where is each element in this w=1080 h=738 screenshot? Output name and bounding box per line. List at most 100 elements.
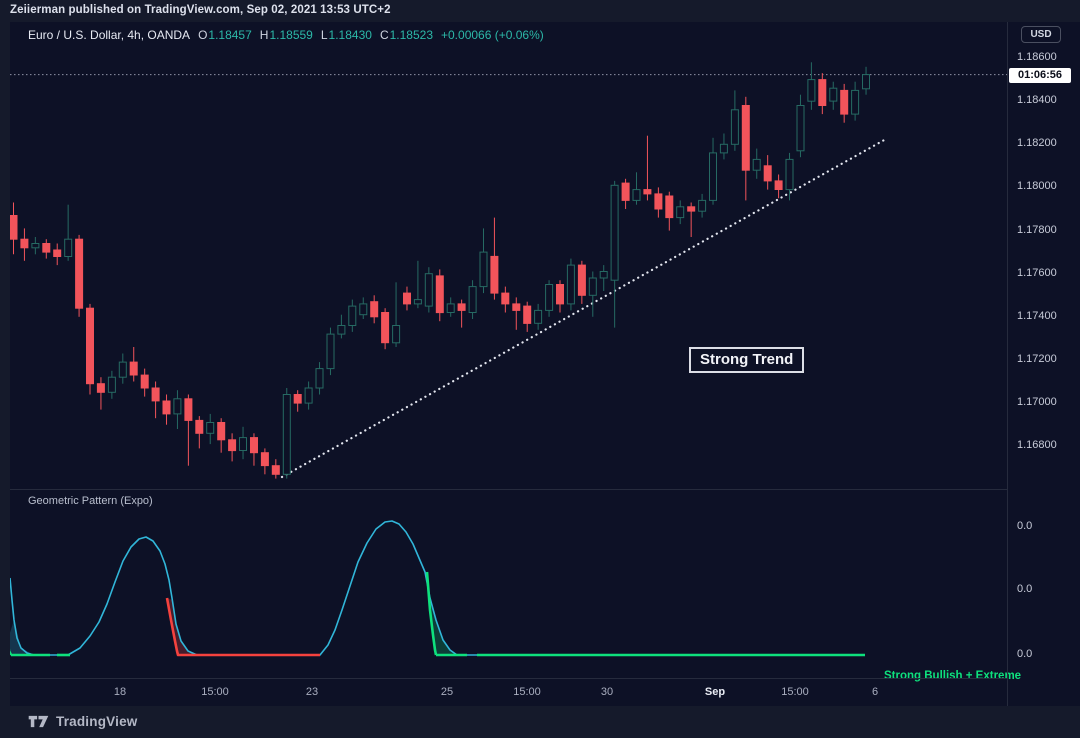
time-tick-label: 15:00: [201, 686, 229, 698]
close-value: 1.18523: [389, 28, 433, 42]
candle: [556, 280, 564, 313]
candle: [829, 81, 838, 110]
candle: [370, 295, 379, 324]
candle: [151, 381, 160, 419]
price-tick-label: 1.17400: [1017, 310, 1057, 322]
candle: [621, 178, 630, 209]
candle: [31, 237, 40, 255]
time-scale[interactable]: 18 15:00 23 25 15:00 30 Sep 15:00 6: [10, 678, 1007, 707]
candle: [129, 347, 138, 382]
candle: [381, 308, 390, 350]
candle: [730, 90, 739, 151]
candle: [118, 353, 127, 384]
change-value: +0.00066 (+0.06%): [441, 28, 544, 42]
candle: [840, 83, 849, 123]
chart-widget[interactable]: Euro / U.S. Dollar, 4h, OANDA O1.18457 H1.…: [10, 22, 1080, 706]
indicator-tick-label: 0.0: [1017, 520, 1033, 532]
bullish-signal-line: [425, 571, 438, 656]
candle: [53, 243, 62, 266]
time-tick-label: 18: [113, 686, 127, 698]
candle: [413, 260, 422, 309]
candle: [632, 172, 641, 205]
low-value: 1.18430: [328, 28, 372, 42]
candle: [403, 286, 411, 311]
bearish-signal-line: [165, 597, 320, 657]
candle: [173, 390, 182, 429]
candlestick-series: [10, 62, 870, 479]
candle: [719, 133, 728, 160]
candle: [304, 381, 313, 410]
candle: [490, 217, 499, 300]
indicator-pane-canvas[interactable]: [10, 489, 1007, 678]
candle: [195, 416, 204, 449]
geometric-pattern-line: [10, 520, 865, 656]
candle: [392, 282, 401, 347]
currency-badge[interactable]: USD: [1021, 26, 1061, 43]
candle: [752, 148, 761, 179]
candle: [271, 459, 280, 479]
high-value: 1.18559: [269, 28, 313, 42]
candle: [577, 260, 586, 304]
candle: [250, 433, 258, 466]
candle: [337, 314, 346, 339]
tradingview-brand-text: TradingView: [56, 714, 138, 729]
candle: [10, 202, 18, 255]
bar-countdown: 01:06:56: [1009, 68, 1071, 83]
candle: [228, 433, 237, 462]
candle: [523, 301, 532, 332]
candle: [348, 299, 357, 332]
candle: [20, 228, 29, 261]
tradingview-brand-link[interactable]: TradingView: [28, 713, 137, 730]
footer-bar: TradingView: [0, 706, 1080, 738]
candle: [599, 265, 608, 291]
time-tick-label: 15:00: [781, 686, 809, 698]
candle: [86, 303, 94, 395]
indicator-title[interactable]: Geometric Pattern (Expo): [28, 495, 153, 507]
open-value: 1.18457: [208, 28, 252, 42]
price-tick-label: 1.18400: [1017, 94, 1057, 106]
candle: [315, 362, 324, 395]
price-tick-label: 1.17000: [1017, 396, 1057, 408]
candle: [293, 390, 302, 412]
strong-trend-annotation[interactable]: Strong Trend: [689, 347, 805, 373]
indicator-status-label: Strong Bullish + Extreme: [884, 670, 1022, 682]
price-tick-label: 1.18600: [1017, 51, 1057, 63]
candle: [512, 297, 521, 330]
candle: [687, 202, 696, 237]
candle: [763, 155, 772, 190]
symbol-title[interactable]: Euro / U.S. Dollar, 4h, OANDA: [28, 28, 191, 42]
candle: [588, 271, 597, 317]
pane-divider[interactable]: [10, 489, 1007, 490]
candle: [545, 280, 554, 317]
candle: [741, 96, 750, 201]
price-tick-label: 1.17800: [1017, 224, 1057, 236]
candle: [107, 370, 116, 399]
candle: [862, 66, 870, 95]
price-tick-label: 1.17600: [1017, 267, 1057, 279]
trendline-drawing[interactable]: [280, 137, 888, 479]
candle: [326, 327, 335, 376]
candle: [796, 94, 805, 158]
low-label: L: [320, 28, 328, 42]
time-tick-label: Sep: [704, 686, 726, 698]
open-label: O: [198, 28, 208, 42]
candle: [424, 267, 433, 313]
candle: [282, 388, 291, 479]
candle: [698, 193, 707, 218]
candle: [665, 191, 674, 231]
price-scale[interactable]: USD 01:06:56 1.18600 1.18400 1.18200 1.1800…: [1007, 22, 1080, 706]
candle: [75, 234, 84, 317]
candle: [818, 73, 827, 115]
indicator-fill-green: [427, 572, 457, 655]
candle: [260, 448, 269, 475]
tradingview-logo-icon: [28, 715, 49, 728]
candle: [239, 426, 247, 460]
price-pane-canvas[interactable]: [10, 22, 1007, 489]
candle: [468, 280, 477, 319]
time-tick-label: 15:00: [513, 686, 541, 698]
time-tick-label: 6: [871, 686, 879, 698]
candle: [184, 394, 193, 466]
candle: [676, 200, 685, 225]
candle: [359, 297, 368, 319]
published-attribution: Zeiierman published on TradingView.com, …: [10, 4, 391, 16]
